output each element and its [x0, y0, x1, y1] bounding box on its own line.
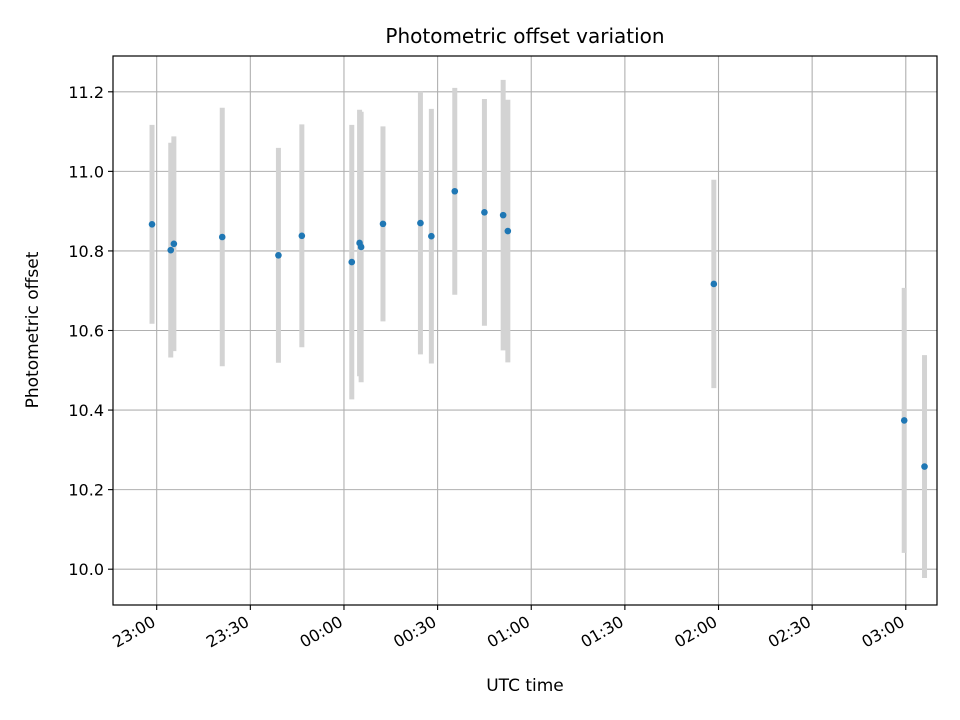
y-tick-label: 10.4 — [68, 401, 104, 420]
x-axis-label: UTC time — [486, 676, 564, 696]
x-tick-label: 03:00 — [858, 612, 907, 652]
x-tick-label: 02:00 — [671, 612, 720, 652]
data-point — [900, 417, 908, 424]
data-point — [504, 227, 512, 235]
x-tick-label: 00:30 — [390, 612, 439, 652]
y-tick-label: 11.0 — [68, 162, 104, 181]
x-tick-label: 01:30 — [577, 612, 626, 652]
y-tick-label: 10.6 — [68, 322, 104, 341]
data-point — [417, 219, 424, 227]
x-tick-label: 01:00 — [484, 612, 533, 652]
y-tick-label: 11.2 — [68, 83, 104, 102]
axis-ticks: 23:00 23:30 00:00 00:30 01:00 01:30 02:00 02:30… — [68, 83, 907, 652]
data-point — [275, 252, 282, 259]
plot-frame — [112, 55, 938, 606]
x-tick-label: 23:30 — [203, 612, 252, 652]
data-point — [348, 258, 356, 266]
data-point — [379, 220, 387, 228]
y-axis-label: Photometric offset — [23, 251, 43, 408]
data-point — [921, 463, 928, 470]
error-bars — [149, 79, 928, 578]
y-tick-label: 10.8 — [68, 242, 104, 261]
data-point — [298, 232, 306, 240]
data-point — [710, 280, 718, 288]
data-point — [499, 211, 507, 219]
data-point — [357, 243, 365, 251]
grid — [113, 56, 937, 605]
y-tick-label: 10.2 — [68, 481, 104, 500]
x-tick-label: 02:30 — [765, 612, 814, 652]
data-point — [148, 220, 156, 228]
y-tick-label: 10.0 — [68, 560, 104, 579]
x-tick-label: 00:00 — [297, 612, 346, 652]
data-point — [218, 233, 226, 241]
data-points — [148, 187, 928, 470]
data-point — [451, 187, 459, 195]
data-point — [170, 240, 178, 248]
data-point — [167, 246, 175, 254]
chart-title: Photometric offset variation — [385, 24, 664, 48]
x-tick-label: 23:00 — [109, 612, 158, 652]
data-point — [481, 209, 488, 216]
data-point — [428, 232, 435, 240]
